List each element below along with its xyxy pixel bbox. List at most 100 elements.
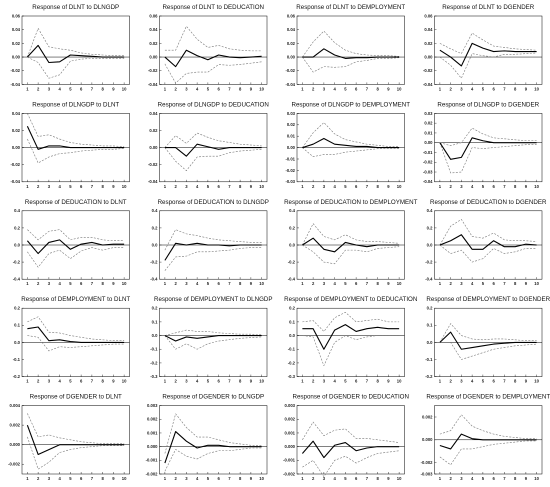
x-tick-label: 5 — [207, 379, 210, 384]
x-tick-label: 3 — [185, 184, 188, 189]
upper-band-line — [164, 329, 262, 336]
y-tick-label: 0.06 — [287, 13, 296, 18]
x-tick-label: 1 — [301, 281, 304, 286]
x-tick-label: 10 — [534, 281, 539, 286]
x-tick-label: 7 — [366, 86, 369, 91]
chart-title: Response of DLNGDP to DGENDER — [437, 101, 539, 108]
y-tick-label: 0.001 — [147, 430, 158, 435]
upper-band-line — [302, 122, 400, 148]
x-tick-label: 3 — [185, 476, 188, 481]
x-tick-label: 7 — [91, 476, 94, 481]
x-tick-label: 1 — [26, 184, 29, 189]
x-tick-label: 6 — [355, 281, 358, 286]
x-tick-label: 10 — [259, 86, 264, 91]
y-tick-label: 0.01 — [424, 130, 433, 135]
x-tick-label: 1 — [301, 86, 304, 91]
x-tick-label: 4 — [196, 476, 199, 481]
y-tick-label: 0.06 — [12, 13, 21, 18]
response-line — [164, 431, 262, 464]
response-line — [302, 324, 400, 350]
x-tick-label: 9 — [525, 184, 528, 189]
x-tick-label: 7 — [228, 184, 231, 189]
y-tick-label: -0.4 — [13, 277, 21, 282]
y-tick-label: -0.01 — [285, 156, 295, 161]
y-tick-label: 0.02 — [149, 128, 158, 133]
x-tick-label: 9 — [112, 281, 115, 286]
chart-title: Response of DGENDER to DEMPLOYMENT — [426, 394, 550, 401]
chart-title: Response of DEMPLOYMENT to DLNGDP — [154, 296, 273, 303]
y-tick-label: -0.04 — [285, 82, 295, 87]
x-tick-label: 6 — [355, 476, 358, 481]
y-tick-label: -0.04 — [148, 82, 158, 87]
chart-title: Response of DLNT to DGENDER — [442, 4, 535, 11]
x-tick-label: 6 — [492, 184, 495, 189]
x-tick-label: 2 — [174, 281, 177, 286]
response-line — [302, 48, 400, 59]
x-tick-label: 9 — [387, 476, 390, 481]
y-tick-label: 0.04 — [149, 111, 158, 116]
x-tick-label: 6 — [355, 379, 358, 384]
x-tick-label: 1 — [439, 379, 442, 384]
chart-panel: Response of DLNT to DLNGDP 0.06 0.04 0.02 0.… — [10, 4, 130, 91]
x-tick-label: 7 — [366, 281, 369, 286]
y-tick-label: 0.00 — [149, 145, 158, 150]
y-tick-label: 0.06 — [424, 13, 433, 18]
chart-title: Response of DLNT to DEDUCATION — [162, 4, 264, 11]
upper-band-line — [439, 127, 537, 146]
x-tick-label: 9 — [525, 476, 528, 481]
response-line — [439, 234, 537, 250]
plot-frame — [296, 307, 405, 377]
y-tick-label: 0.0 — [427, 242, 433, 247]
y-tick-label: 0.4 — [427, 208, 433, 213]
response-line — [27, 326, 125, 343]
chart-title: Response of DEMPLOYMENT to DEDUCATION — [284, 296, 417, 303]
lower-band-line — [302, 450, 400, 478]
x-tick-label: 4 — [471, 476, 474, 481]
x-tick-label: 3 — [48, 379, 51, 384]
y-tick-label: 0.0 — [152, 333, 158, 338]
y-tick-label: -0.03 — [423, 169, 433, 174]
y-tick-label: 0.002 — [422, 414, 433, 419]
x-tick-label: 2 — [312, 379, 315, 384]
x-tick-label: 4 — [196, 184, 199, 189]
y-tick-label: 0.4 — [289, 208, 295, 213]
x-tick-label: 10 — [534, 476, 539, 481]
x-tick-label: 1 — [301, 379, 304, 384]
y-tick-label: -0.2 — [288, 260, 296, 265]
x-tick-label: 5 — [344, 281, 347, 286]
x-tick-label: 2 — [174, 86, 177, 91]
x-tick-label: 5 — [344, 86, 347, 91]
x-tick-label: 9 — [525, 86, 528, 91]
y-tick-label: -0.02 — [148, 162, 158, 167]
y-tick-label: -0.02 — [423, 160, 433, 165]
y-tick-label: 0.002 — [147, 417, 158, 422]
chart-title: Response of DEDUCATION to DEMPLOYMENT — [284, 199, 418, 206]
y-tick-label: 0.002 — [10, 423, 21, 428]
lower-band-line — [164, 247, 262, 271]
chart-panel: Response of DEMPLOYMENT to DGENDER 0.2 0.1… — [425, 296, 550, 383]
x-tick-label: 3 — [48, 86, 51, 91]
x-tick-label: 1 — [164, 476, 167, 481]
x-tick-label: 5 — [482, 86, 485, 91]
y-tick-label: 0.2 — [152, 306, 158, 311]
chart-panel: Response of DLNGDP to DLNT 0.04 0.02 0.00 -0… — [10, 101, 130, 189]
x-tick-label: 7 — [503, 379, 506, 384]
x-tick-label: 8 — [376, 281, 379, 286]
response-line — [26, 125, 125, 150]
x-tick-label: 4 — [58, 281, 61, 286]
x-tick-label: 8 — [101, 86, 104, 91]
y-tick-label: 0.01 — [287, 134, 296, 139]
x-tick-label: 5 — [69, 86, 72, 91]
y-tick-label: -0.002 — [421, 460, 434, 465]
y-tick-label: -0.1 — [288, 347, 296, 352]
x-tick-label: 8 — [376, 184, 379, 189]
plot-frame — [159, 405, 268, 475]
x-tick-label: 4 — [333, 476, 336, 481]
x-tick-label: 2 — [449, 86, 452, 91]
upper-band-line — [164, 132, 262, 148]
x-tick-label: 3 — [323, 476, 326, 481]
y-tick-label: 0.0 — [14, 340, 20, 345]
x-tick-label: 8 — [239, 281, 242, 286]
